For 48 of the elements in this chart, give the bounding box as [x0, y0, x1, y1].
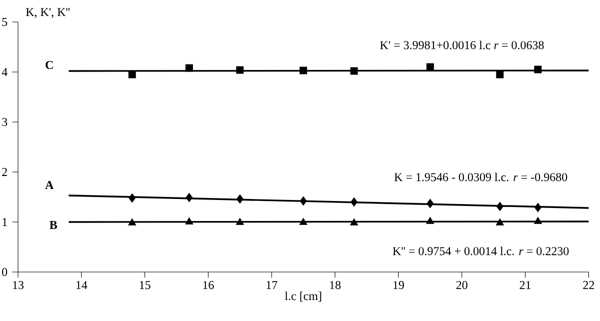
point: [426, 216, 434, 224]
point: [128, 70, 136, 78]
point: [186, 192, 193, 202]
point: [299, 218, 308, 225]
x-tick-label: 16: [203, 281, 214, 290]
annotation: K' = 3.9981+0.0016 l.c r = 0.0638: [380, 40, 544, 50]
point: [236, 218, 244, 225]
x-axis-title: l.c [cm]: [284, 292, 322, 302]
annotation: B: [50, 221, 58, 229]
point: [350, 197, 358, 207]
point: [496, 70, 504, 78]
x-tick-label: 18: [330, 281, 341, 290]
y-tick-label: 2: [2, 168, 7, 176]
y-axis-title: K, K', K'': [26, 8, 70, 18]
point: [426, 198, 434, 208]
point: [236, 194, 244, 204]
y-tick-label: 1: [2, 218, 7, 226]
x-tick-label: 17: [266, 281, 278, 289]
point: [185, 64, 193, 72]
y-tick-label: 5: [2, 18, 8, 26]
point: [128, 218, 136, 226]
annotation: A: [45, 181, 54, 189]
point: [426, 63, 434, 71]
annotation: K'' = 0.9754 + 0.0014 l.c. r = 0.2230: [392, 246, 569, 256]
annotation: C: [46, 60, 53, 70]
annotation: K = 1.9546 - 0.0309 l.c. r = -0.9680: [394, 172, 568, 182]
x-tick-label: 22: [583, 281, 594, 289]
point: [496, 218, 504, 226]
point: [350, 67, 358, 75]
y-tick-label: 0: [2, 268, 8, 276]
point: [534, 216, 542, 224]
x-tick-label: 20: [456, 281, 468, 290]
x-tick-label: 21: [520, 281, 531, 289]
point: [185, 217, 194, 224]
point: [534, 202, 542, 212]
point: [534, 66, 542, 74]
point: [236, 66, 244, 74]
y-tick-label: 4: [2, 68, 8, 76]
point: [350, 218, 358, 226]
x-tick-label: 15: [140, 281, 150, 290]
x-tick-label: 13: [13, 281, 24, 290]
y-tick-label: 3: [2, 118, 8, 126]
x-tick-label: 19: [393, 281, 404, 290]
point: [128, 193, 136, 203]
point: [496, 202, 504, 212]
point: [300, 66, 308, 74]
x-tick-label: 14: [76, 281, 88, 289]
point: [300, 196, 307, 206]
